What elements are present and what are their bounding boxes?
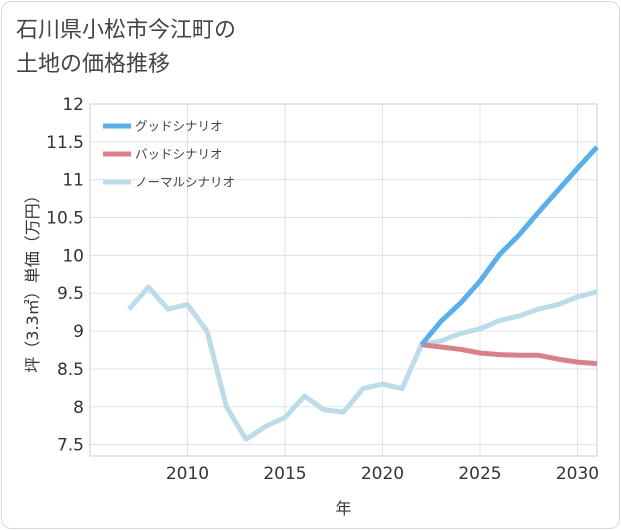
x-tick-label: 2020 [361,464,404,484]
y-axis-label: 坪（3.3㎡）単価（万円） [23,187,42,372]
x-tick-label: 2030 [556,464,599,484]
x-axis-ticks: 2010 2015 2020 2025 2030 [166,464,599,484]
chart-title-line-2: 土地の価格推移 [16,52,171,77]
grid-lines [90,103,597,456]
y-tick-label: 12 [62,95,84,115]
y-tick-label: 8.5 [57,360,84,380]
series-lines [127,145,599,442]
series-line-1 [421,342,598,367]
series-line-0 [419,145,599,347]
y-tick-label: 9 [73,322,84,342]
y-tick-label: 11.5 [46,133,84,153]
x-axis-label: 年 [335,499,351,518]
legend-label: ノーマルシナリオ [135,175,235,190]
y-tick-label: 8 [73,398,84,418]
y-tick-label: 9.5 [57,284,84,304]
series-line-2 [127,284,598,442]
y-axis-ticks: 7.5 8 8.5 9 9.5 10 10.5 11 11.5 12 [46,95,84,456]
y-tick-label: 10 [62,246,84,266]
legend-label: バッドシナリオ [135,147,223,162]
x-tick-label: 2015 [263,464,306,484]
plot-area [89,103,598,457]
legend-label: グッドシナリオ [135,119,223,134]
chart-title: 石川県小松市今江町の 土地の価格推移 [16,14,236,82]
chart-title-line-1: 石川県小松市今江町の [16,18,237,43]
y-tick-label: 10.5 [46,209,84,229]
x-tick-label: 2010 [166,464,209,484]
y-tick-label: 7.5 [57,436,84,456]
x-tick-label: 2025 [458,464,501,484]
y-tick-label: 11 [62,171,84,191]
